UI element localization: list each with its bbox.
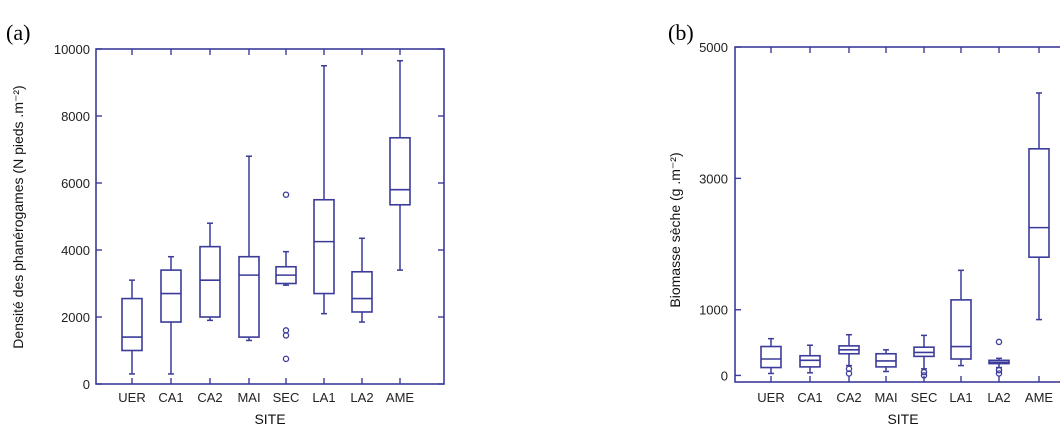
outlier-point	[995, 370, 1003, 377]
box-ca1	[160, 255, 182, 375]
panel-b-x-tick-labels: UER CA1 CA2 MAI SEC LA1 LA2 AME	[757, 390, 1053, 405]
x-tick-label-la1: LA1	[312, 390, 335, 405]
panel-a-boxes	[121, 59, 411, 375]
box-iqr	[950, 299, 972, 360]
panel-b-y-tick-labels: 0 1000 3000 5000	[699, 40, 728, 383]
x-tick-label-la2: LA2	[350, 390, 373, 405]
box-iqr	[121, 297, 143, 352]
outlier-point	[282, 355, 290, 363]
box-iqr	[238, 255, 260, 338]
box-iqr	[799, 354, 821, 368]
x-tick-label-sec: SEC	[911, 390, 938, 405]
panel-a-ticks	[96, 48, 444, 385]
panel-a-x-tick-labels: UER CA1 CA2 MAI SEC LA1 LA2 AME	[118, 390, 414, 405]
box-mai	[238, 155, 260, 342]
x-tick-label-la1: LA1	[949, 390, 972, 405]
panel-b-frame	[734, 46, 1060, 383]
x-tick-label-uer: UER	[757, 390, 784, 405]
box-ca1	[799, 344, 821, 374]
panel-b-x-axis-title: SITE	[887, 411, 918, 427]
outlier-point	[995, 338, 1003, 346]
y-tick-label: 0	[83, 377, 90, 392]
panel-a-y-tick-labels: 0 2000 4000 6000 8000 10000	[54, 42, 90, 392]
y-tick-label: 5000	[699, 40, 728, 55]
panel-b-y-axis-title: Biomasse sèche (g .m⁻²)	[667, 152, 683, 307]
x-tick-label-la2: LA2	[987, 390, 1010, 405]
box-uer	[760, 337, 782, 375]
x-tick-label-uer: UER	[118, 390, 145, 405]
x-tick-label-sec: SEC	[273, 390, 300, 405]
box-sec	[913, 334, 935, 379]
outlier-point	[282, 191, 290, 198]
outlier-point	[920, 368, 928, 376]
panel-a: (a) UER CA1 CA2 MAI SEC LA1 LA2 AME 0 2000 4000 60…	[6, 20, 445, 427]
y-tick-label: 4000	[61, 243, 90, 258]
panel-b: (b) UER CA1 CA2 MAI SEC LA1 LA2 AME 0 1000 3000 50…	[667, 20, 1060, 427]
y-tick-label: 3000	[699, 171, 728, 186]
x-tick-label-ca2: CA2	[836, 390, 861, 405]
box-sec	[275, 191, 297, 363]
box-iqr	[199, 245, 221, 318]
box-iqr	[760, 345, 782, 369]
outlier-point	[920, 372, 928, 379]
x-tick-label-mai: MAI	[874, 390, 897, 405]
box-la2	[351, 237, 373, 323]
box-iqr	[351, 270, 373, 313]
y-tick-label: 8000	[61, 109, 90, 124]
box-ca2	[838, 333, 860, 377]
box-la2	[988, 338, 1010, 377]
panel-a-y-axis-title: Densité des phanérogames (N pieds .m⁻²)	[10, 85, 26, 348]
box-iqr	[389, 136, 411, 206]
panel-b-boxes	[760, 92, 1050, 379]
panel-a-x-axis-title: SITE	[254, 411, 285, 427]
panel-a-frame	[95, 48, 445, 385]
panel-b-label: (b)	[668, 20, 694, 45]
y-tick-label: 6000	[61, 176, 90, 191]
x-tick-label-ame: AME	[1025, 390, 1054, 405]
box-ame	[1028, 92, 1050, 321]
box-mai	[875, 349, 897, 373]
panel-b-ticks	[735, 46, 1040, 382]
box-la1	[313, 65, 335, 315]
box-uer	[121, 279, 143, 375]
x-tick-label-mai: MAI	[237, 390, 260, 405]
outlier-point	[995, 366, 1003, 374]
y-tick-label: 0	[721, 368, 728, 383]
y-tick-label: 2000	[61, 310, 90, 325]
box-ame	[389, 59, 411, 271]
x-tick-label-ame: AME	[386, 390, 415, 405]
y-tick-label: 10000	[54, 42, 90, 57]
box-ca2	[199, 222, 221, 322]
panel-a-label: (a)	[6, 20, 30, 45]
box-iqr	[1028, 148, 1050, 258]
outlier-point	[845, 370, 853, 377]
y-tick-label: 1000	[699, 303, 728, 318]
x-tick-label-ca2: CA2	[197, 390, 222, 405]
outlier-point	[282, 332, 290, 339]
x-tick-label-ca1: CA1	[158, 390, 183, 405]
box-iqr	[313, 198, 335, 295]
box-la1	[950, 269, 972, 367]
box-iqr	[160, 269, 182, 323]
x-tick-label-ca1: CA1	[797, 390, 822, 405]
